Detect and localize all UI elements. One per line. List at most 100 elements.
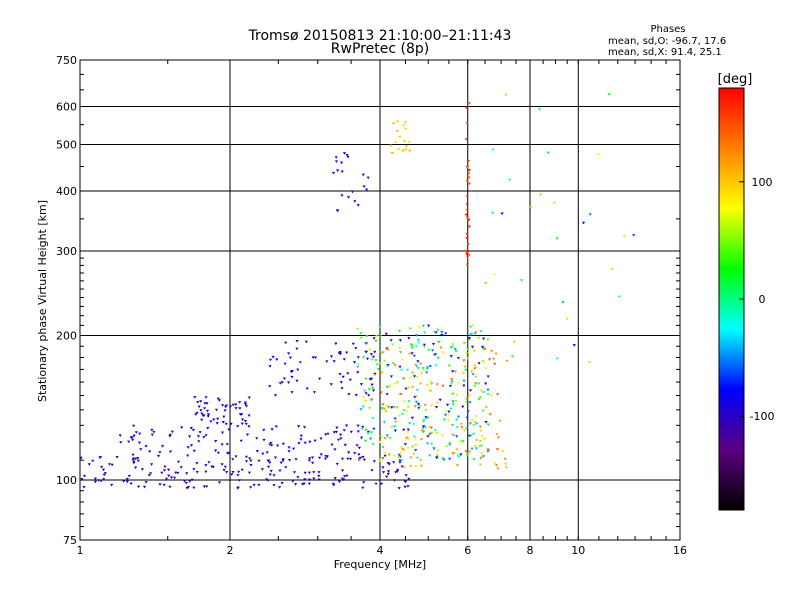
data-point bbox=[132, 457, 136, 461]
cluster-lower-band bbox=[118, 424, 370, 461]
data-point bbox=[99, 479, 103, 483]
data-point bbox=[290, 370, 294, 373]
data-point bbox=[394, 471, 398, 474]
data-point bbox=[423, 331, 427, 335]
data-point bbox=[370, 358, 374, 361]
data-point bbox=[160, 471, 164, 475]
data-point bbox=[302, 426, 307, 429]
data-point bbox=[373, 372, 377, 376]
x-tick-label: 8 bbox=[527, 544, 534, 557]
data-point bbox=[395, 406, 399, 409]
data-point bbox=[381, 446, 385, 449]
data-point bbox=[284, 466, 288, 469]
data-point bbox=[480, 435, 484, 438]
data-point bbox=[332, 360, 336, 363]
data-point bbox=[295, 379, 299, 383]
data-point bbox=[169, 476, 174, 479]
data-point bbox=[414, 465, 418, 468]
data-point bbox=[572, 344, 576, 347]
data-point bbox=[448, 441, 452, 445]
data-point bbox=[466, 347, 470, 351]
data-point bbox=[409, 456, 413, 460]
data-point bbox=[468, 389, 473, 392]
data-point bbox=[346, 155, 350, 159]
data-point bbox=[422, 425, 426, 428]
data-point bbox=[395, 470, 399, 473]
data-point bbox=[462, 379, 466, 383]
data-point bbox=[404, 127, 408, 131]
data-point bbox=[367, 394, 371, 397]
data-point bbox=[632, 234, 636, 237]
data-point bbox=[494, 352, 498, 356]
data-point bbox=[295, 340, 299, 343]
data-point bbox=[398, 347, 402, 350]
data-point bbox=[279, 461, 283, 465]
data-point bbox=[206, 413, 211, 416]
data-point bbox=[465, 452, 469, 455]
y-tick-label: 600 bbox=[56, 101, 77, 114]
data-point bbox=[430, 442, 434, 446]
data-point bbox=[391, 343, 395, 346]
data-point bbox=[398, 329, 402, 333]
data-point bbox=[167, 468, 171, 472]
data-point bbox=[268, 385, 272, 388]
data-point bbox=[395, 120, 400, 124]
data-point bbox=[369, 437, 373, 441]
data-point bbox=[472, 367, 477, 371]
data-point bbox=[326, 432, 330, 436]
data-point bbox=[459, 422, 463, 426]
data-point bbox=[495, 448, 499, 451]
data-point bbox=[290, 391, 294, 394]
data-point bbox=[397, 453, 401, 457]
data-point bbox=[479, 456, 483, 460]
data-point bbox=[470, 370, 474, 373]
data-point bbox=[361, 425, 365, 429]
data-point bbox=[385, 404, 389, 408]
data-point bbox=[207, 461, 211, 464]
axes: 1 2 4 6 8 10 16 75 100 200 300 400 500 600 750 bbox=[56, 54, 687, 557]
data-point bbox=[364, 399, 368, 403]
cluster-e-layer-trace bbox=[79, 455, 411, 490]
data-point bbox=[383, 359, 387, 363]
data-point bbox=[429, 426, 434, 430]
data-point bbox=[366, 432, 370, 435]
data-point bbox=[356, 430, 360, 433]
data-point bbox=[428, 454, 432, 457]
data-point bbox=[417, 407, 421, 410]
data-point bbox=[390, 406, 394, 409]
plot-area bbox=[80, 60, 680, 540]
data-point bbox=[486, 448, 490, 451]
data-point bbox=[142, 485, 147, 489]
data-point bbox=[486, 338, 490, 342]
data-point bbox=[174, 471, 178, 475]
data-point bbox=[481, 455, 486, 458]
data-point bbox=[428, 389, 432, 393]
data-point bbox=[362, 458, 366, 462]
data-point bbox=[342, 429, 346, 432]
data-point bbox=[244, 460, 249, 463]
data-point bbox=[467, 225, 471, 229]
data-point bbox=[93, 480, 97, 484]
data-point bbox=[414, 395, 418, 398]
x-tick-label: 4 bbox=[377, 544, 384, 557]
data-point bbox=[508, 178, 512, 182]
data-point bbox=[546, 151, 550, 155]
data-point bbox=[144, 481, 148, 484]
data-point bbox=[370, 469, 374, 472]
data-point bbox=[307, 459, 311, 462]
data-point bbox=[149, 472, 153, 475]
data-point bbox=[262, 428, 266, 432]
data-point bbox=[374, 359, 378, 362]
data-point bbox=[324, 433, 328, 436]
data-point bbox=[417, 341, 421, 345]
data-point bbox=[349, 430, 353, 434]
data-point bbox=[204, 396, 208, 399]
data-point bbox=[340, 161, 344, 165]
data-point bbox=[80, 478, 84, 481]
data-point bbox=[343, 443, 347, 447]
data-point bbox=[441, 351, 445, 354]
data-point bbox=[182, 480, 187, 483]
data-point bbox=[454, 400, 458, 403]
data-point bbox=[401, 377, 405, 380]
data-point bbox=[451, 403, 455, 406]
